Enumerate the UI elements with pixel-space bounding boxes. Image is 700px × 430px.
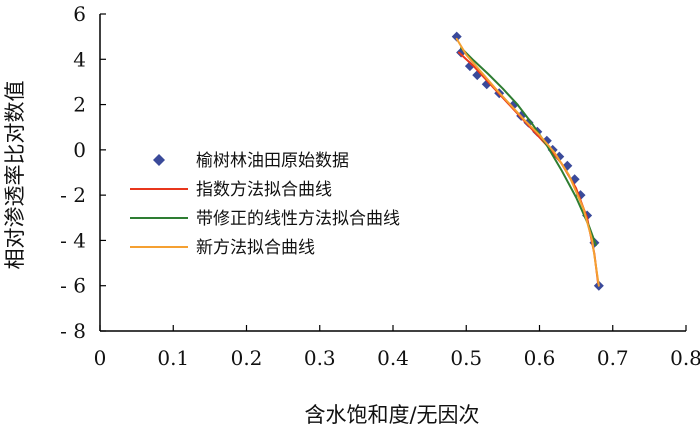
x-tick-label: 0.2 — [231, 346, 263, 370]
legend-item: 新方法拟合曲线 — [130, 238, 315, 258]
series-markers — [451, 31, 604, 291]
series-layer — [451, 31, 604, 291]
y-axis: 6 4 2 0 - 2 - 4 - 6 - 8 — [60, 2, 106, 343]
series-line — [457, 51, 600, 285]
legend-item: 指数方法拟合曲线 — [130, 180, 332, 200]
x-axis-title: 含水饱和度/无因次 — [304, 403, 479, 427]
x-tick-label: 0.1 — [157, 346, 189, 370]
data-point — [523, 117, 534, 128]
y-tick-label: 6 — [73, 2, 86, 26]
y-tick-label: 0 — [73, 138, 86, 162]
x-tick-label: 0.3 — [304, 346, 336, 370]
data-point — [464, 61, 475, 72]
legend-label: 带修正的线性方法拟合曲线 — [196, 209, 400, 229]
y-tick-label: 4 — [73, 47, 86, 71]
y-axis-title: 相对渗透率比对数值 — [3, 81, 27, 270]
legend-item: 带修正的线性方法拟合曲线 — [130, 209, 400, 229]
y-tick-label: - 2 — [60, 183, 86, 207]
x-tick-label: 0.5 — [450, 346, 482, 370]
series-line — [455, 37, 600, 287]
y-tick-label: - 4 — [60, 228, 86, 252]
x-tick-label: 0 — [94, 346, 107, 370]
legend-marker — [153, 154, 165, 166]
legend-label: 新方法拟合曲线 — [196, 238, 315, 258]
series-line — [460, 47, 597, 246]
data-point — [451, 31, 462, 42]
x-axis: 0 0.1 0.2 0.3 0.4 0.5 0.6 0.7 0.8 — [94, 325, 700, 370]
x-tick-label: 0.6 — [524, 346, 556, 370]
y-tick-label: - 8 — [60, 319, 86, 343]
x-tick-label: 0.7 — [597, 346, 629, 370]
x-tick-label: 0.4 — [377, 346, 409, 370]
legend-item: 榆树林油田原始数据 — [153, 151, 349, 171]
legend-label: 榆树林油田原始数据 — [196, 151, 349, 171]
x-tick-label: 0.8 — [670, 346, 700, 370]
y-tick-label: 2 — [73, 93, 86, 117]
y-tick-label: - 6 — [60, 274, 86, 298]
legend-label: 指数方法拟合曲线 — [196, 180, 332, 200]
